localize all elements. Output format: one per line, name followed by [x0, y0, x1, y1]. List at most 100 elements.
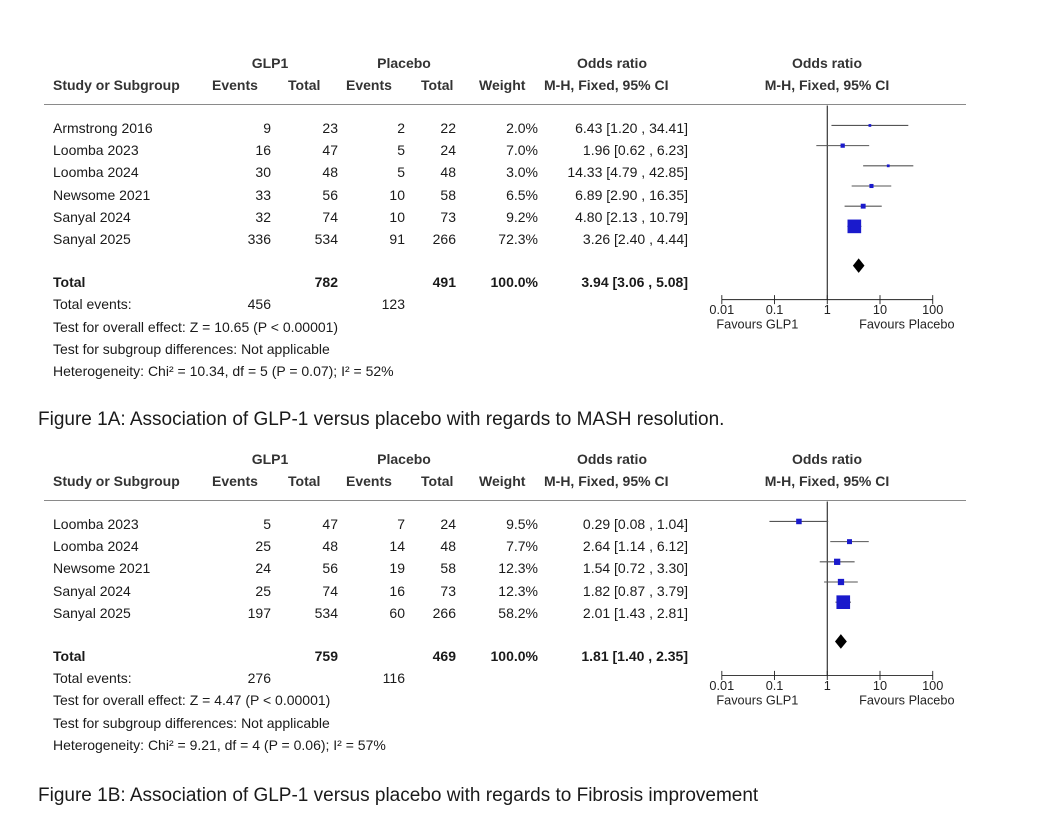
- x-axis-tick-label: 100: [922, 302, 943, 317]
- total-placebo: 48: [440, 538, 456, 555]
- total-label: Total: [53, 648, 86, 664]
- total-placebo: 58: [440, 186, 456, 203]
- total-glp1: 534: [314, 231, 338, 247]
- study-marker: [868, 124, 872, 127]
- total-events-glp1: 276: [247, 670, 271, 687]
- header-events-1: Events: [212, 77, 258, 93]
- odds-ratio-ci: 3.26 [2.40 , 4.44]: [582, 231, 688, 247]
- weight-value: 12.3%: [498, 582, 538, 599]
- total-odds-ratio-ci: 3.94 [3.06 , 5.08]: [581, 274, 688, 291]
- events-glp1: 5: [263, 516, 271, 532]
- header-group2: Placebo: [377, 55, 431, 71]
- header-total-2: Total: [421, 77, 454, 93]
- events-placebo: 2: [397, 120, 405, 136]
- odds-ratio-ci: 4.80 [2.13 , 10.79]: [575, 208, 688, 225]
- x-axis-tick-label: 0.01: [709, 302, 734, 317]
- events-placebo: 91: [389, 231, 405, 247]
- total-glp1: 48: [322, 164, 338, 181]
- total-events-placebo: 123: [381, 296, 405, 313]
- statistics-note: Test for overall effect: Z = 4.47 (P < 0…: [53, 692, 331, 709]
- weight-value: 3.0%: [506, 164, 538, 181]
- total-placebo: 24: [440, 142, 456, 159]
- events-glp1: 25: [255, 582, 271, 599]
- events-placebo: 14: [389, 538, 405, 555]
- favours-right-label: Favours Placebo: [859, 693, 954, 708]
- forest-plot-area: 0.01 0.1 1 10 100 Favours GLP1 Favours Placebo: [709, 105, 955, 332]
- events-glp1: 9: [263, 120, 271, 136]
- total-glp1: 56: [322, 186, 338, 203]
- total-events-label: Total events:: [53, 670, 132, 687]
- header-total-1: Total: [288, 473, 321, 489]
- forest-plot-1a: GLP1 Placebo Odds ratio Odds ratio Study or …: [0, 40, 1051, 400]
- statistics-note: Test for subgroup differences: Not appli…: [53, 714, 330, 731]
- header-total-2: Total: [421, 473, 454, 489]
- study-name: Armstrong 2016: [53, 120, 153, 136]
- study-marker: [837, 578, 845, 586]
- x-axis-tick-label: 0.1: [766, 302, 784, 317]
- study-marker: [886, 164, 890, 168]
- x-axis-tick-label: 1: [824, 302, 831, 317]
- total-glp1: 74: [322, 582, 338, 599]
- header-plot-method: M-H, Fixed, 95% CI: [764, 77, 890, 93]
- total-placebo: 58: [440, 560, 456, 577]
- events-glp1: 16: [255, 142, 271, 159]
- total-placebo: 469: [432, 648, 456, 664]
- study-marker: [869, 183, 874, 189]
- study-marker: [860, 203, 866, 209]
- header-events-2: Events: [346, 77, 392, 93]
- x-axis-tick-label: 10: [873, 302, 887, 317]
- statistics-note: Heterogeneity: Chi² = 10.34, df = 5 (P =…: [53, 363, 394, 379]
- events-glp1: 197: [247, 604, 271, 621]
- study-marker: [840, 143, 845, 148]
- figure-caption-1a: Figure 1A: Association of GLP-1 versus p…: [38, 409, 725, 430]
- pooled-estimate-diamond: [834, 634, 847, 649]
- total-placebo: 24: [440, 516, 456, 532]
- study-marker: [834, 558, 841, 565]
- odds-ratio-ci: 1.96 [0.62 , 6.23]: [582, 142, 688, 159]
- events-glp1: 336: [247, 231, 271, 247]
- total-label: Total: [53, 274, 86, 291]
- total-glp1: 759: [314, 648, 338, 664]
- study-name: Newsome 2021: [53, 186, 151, 203]
- odds-ratio-ci: 2.01 [1.43 , 2.81]: [582, 604, 688, 621]
- header-or-title: Odds ratio: [576, 55, 647, 71]
- total-events-glp1: 456: [247, 296, 271, 313]
- header-events-1: Events: [212, 473, 258, 489]
- figure-caption-1b: Figure 1B: Association of GLP-1 versus p…: [38, 785, 759, 806]
- weight-value: 9.5%: [506, 516, 538, 532]
- events-glp1: 32: [255, 208, 271, 225]
- statistics-note: Heterogeneity: Chi² = 9.21, df = 4 (P = …: [53, 736, 386, 753]
- odds-ratio-ci: 1.54 [0.72 , 3.30]: [582, 560, 688, 577]
- header-plot-title: Odds ratio: [791, 55, 862, 71]
- total-glp1: 23: [322, 120, 338, 136]
- total-glp1: 534: [314, 604, 338, 621]
- weight-value: 6.5%: [506, 186, 538, 203]
- weight-value: 9.2%: [506, 208, 538, 225]
- study-name: Sanyal 2024: [53, 582, 131, 599]
- header-plot-method: M-H, Fixed, 95% CI: [764, 473, 890, 489]
- study-marker: [847, 219, 862, 234]
- weight-value: 72.3%: [498, 231, 538, 247]
- total-weight: 100.0%: [490, 274, 538, 291]
- weight-value: 7.0%: [506, 142, 538, 159]
- weight-value: 2.0%: [506, 120, 538, 136]
- weight-value: 7.7%: [506, 538, 538, 555]
- study-marker: [847, 539, 852, 545]
- header-group2: Placebo: [377, 451, 431, 467]
- statistics-note: Test for overall effect: Z = 10.65 (P < …: [53, 318, 339, 335]
- header-divider: [44, 500, 966, 501]
- events-placebo: 10: [389, 208, 405, 225]
- events-placebo: 16: [389, 582, 405, 599]
- header-method: M-H, Fixed, 95% CI: [544, 77, 669, 93]
- events-glp1: 30: [255, 164, 271, 181]
- study-name: Loomba 2023: [53, 142, 139, 159]
- study-name: Sanyal 2025: [53, 604, 131, 621]
- study-name: Loomba 2024: [53, 538, 139, 555]
- total-glp1: 48: [322, 538, 338, 555]
- x-axis-tick-label: 0.1: [766, 678, 784, 693]
- header-weight: Weight: [479, 473, 526, 489]
- events-placebo: 60: [389, 604, 405, 621]
- total-placebo: 22: [440, 120, 456, 136]
- total-glp1: 56: [322, 560, 338, 577]
- odds-ratio-ci: 2.64 [1.14 , 6.12]: [582, 538, 688, 555]
